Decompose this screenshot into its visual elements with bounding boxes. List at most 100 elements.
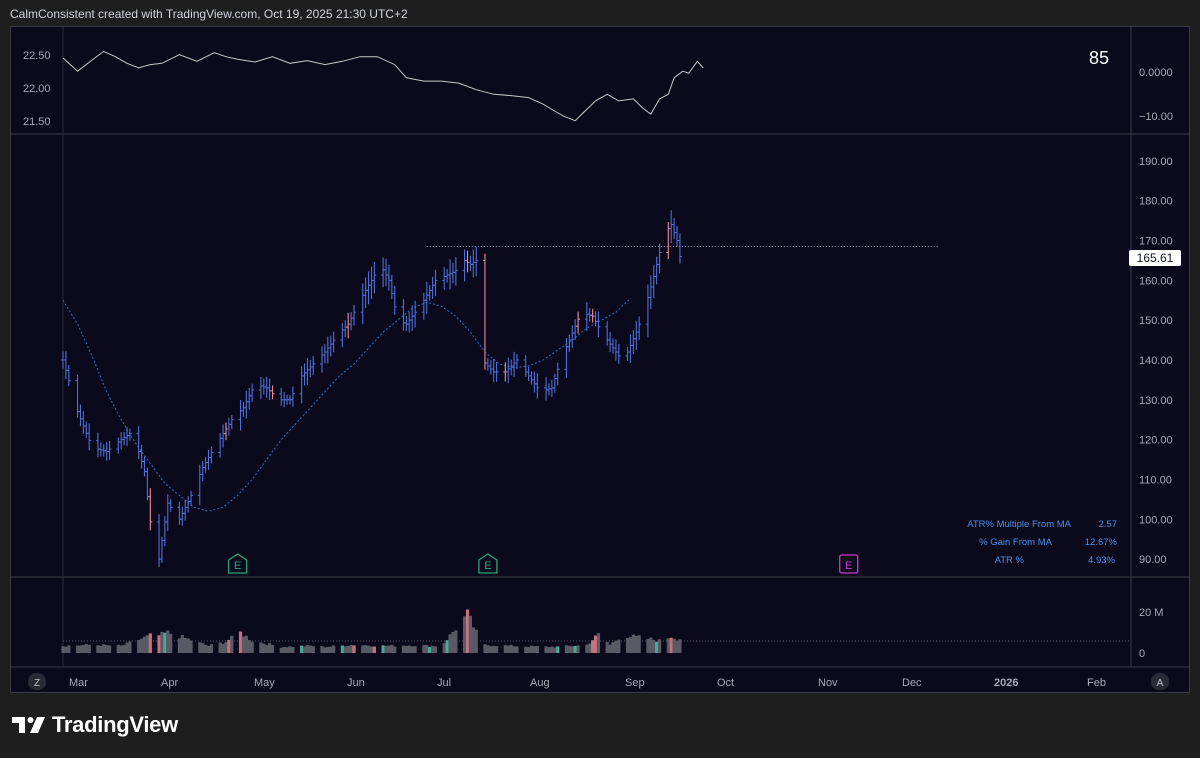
ohlc-bar: [474, 246, 479, 277]
volume-bar: [230, 635, 234, 653]
earnings-marker[interactable]: E: [227, 553, 248, 574]
volume-bar: [201, 643, 205, 653]
volume-bar: [75, 645, 80, 653]
ohlc-bar: [223, 422, 228, 441]
volume-bar: [238, 631, 243, 653]
price-axis[interactable]: 190.00 180.00 170.00 160.00 150.00 140.00 130.…: [1139, 156, 1173, 566]
ohlc-bar: [675, 226, 680, 247]
volume-bar: [160, 631, 164, 653]
volume-bar: [433, 646, 438, 653]
time-label-year: 2026: [994, 677, 1018, 689]
volume-bar: [291, 646, 295, 653]
volume-bar: [361, 645, 365, 653]
ohlc-bar: [407, 311, 412, 333]
ohlc-bar: [165, 494, 170, 531]
ohlc-bar: [506, 357, 511, 384]
volume-bar: [87, 644, 91, 653]
volume-bar: [646, 638, 650, 653]
last-price-label: 165.61: [1129, 250, 1181, 267]
tradingview-brand[interactable]: TradingView: [12, 712, 178, 738]
price-tick: 90.00: [1139, 554, 1167, 566]
scroll-right-button[interactable]: A: [1151, 673, 1169, 690]
scroll-left-button[interactable]: Z: [28, 673, 46, 690]
volume-bar: [451, 631, 455, 653]
volume-bar: [279, 647, 283, 653]
ohlc-bar: [238, 399, 243, 431]
volume-bar: [332, 645, 336, 653]
ohlc-bar: [567, 334, 572, 353]
volume-bar: [506, 645, 510, 653]
ohlc-bar: [206, 450, 211, 470]
ohlc-bar: [634, 321, 639, 350]
volume-bar: [527, 647, 531, 653]
volume-bar: [137, 640, 141, 653]
ohlc-bar: [381, 257, 386, 288]
earnings-marker-label: E: [234, 560, 241, 572]
volume-bar: [672, 638, 676, 653]
volume-bar: [349, 645, 353, 653]
ohlc-bar: [631, 330, 636, 354]
ohlc-bar: [392, 285, 397, 315]
ohlc-bar: [677, 233, 682, 264]
ohlc-bar: [613, 339, 618, 361]
volume-bar: [369, 646, 374, 653]
volume-bar: [471, 627, 475, 653]
volume-bar: [628, 637, 633, 653]
ohlc-bar: [122, 432, 127, 446]
time-label: Sep: [625, 677, 645, 689]
volume-bar: [556, 646, 560, 653]
volume-bar: [163, 632, 167, 653]
volume-bar: [669, 637, 673, 653]
ohlc-bar: [570, 325, 575, 348]
volume-bar: [422, 645, 426, 653]
volume-bar: [428, 646, 432, 653]
volume-bar: [300, 645, 304, 653]
time-label: Jul: [437, 677, 451, 689]
time-axis[interactable]: Z Mar Apr May Jun Jul Aug Sep Oct Nov De…: [28, 673, 1169, 690]
rs-rating-badge: 85: [1089, 48, 1109, 68]
volume-bar: [343, 646, 347, 653]
info-label-atr-pct: ATR %: [995, 555, 1025, 566]
earnings-marker[interactable]: E: [839, 554, 859, 574]
volume-bar: [425, 644, 429, 653]
ohlc-bar: [564, 338, 569, 378]
chart-frame[interactable]: 85 22.50 22.00 21.50 0.0000 −10.00 190.0…: [10, 26, 1190, 693]
top-right-tick: −10.00: [1139, 111, 1173, 123]
volume-bar: [224, 642, 228, 653]
price-pane[interactable]: 190.00 180.00 170.00 160.00 150.00 140.00 130.…: [61, 156, 1181, 574]
ohlc-bar: [360, 283, 365, 325]
ohlc-bar: [127, 428, 132, 441]
ohlc-bar: [445, 268, 450, 283]
volume-bar: [305, 645, 310, 653]
price-tick: 140.00: [1139, 355, 1173, 367]
ohlc-bar: [605, 321, 610, 346]
volume-bar: [381, 645, 385, 653]
volume-bar: [445, 640, 449, 653]
top-left-tick: 22.50: [23, 50, 51, 62]
info-value-atr-multiple: 2.57: [1099, 519, 1118, 530]
volume-bar: [637, 635, 641, 653]
volume-bar: [387, 645, 391, 653]
volume-pane[interactable]: 20 M 0: [61, 607, 1163, 660]
earnings-marker[interactable]: E: [478, 553, 498, 574]
volume-bar: [311, 646, 315, 653]
volume-bar: [198, 642, 202, 653]
volume-bar: [99, 646, 103, 653]
top-left-tick: 21.50: [23, 116, 51, 128]
volume-bar: [145, 635, 149, 653]
volume-bar: [655, 641, 659, 653]
ohlc-bar: [628, 334, 633, 363]
time-label: Aug: [530, 677, 550, 689]
ohlc-bar: [386, 264, 391, 291]
ohlc-bar: [279, 387, 284, 406]
ohlc-bar: [180, 506, 185, 526]
ohlc-bar: [290, 386, 295, 408]
ohlc-bar: [596, 311, 601, 337]
ohlc-bar: [78, 404, 83, 427]
volume-bar: [102, 644, 106, 653]
ohlc-bar: [442, 267, 447, 290]
volume-bar: [605, 642, 609, 653]
volume-bar: [588, 643, 592, 653]
chart-attribution: CalmConsistent created with TradingView.…: [10, 7, 408, 21]
